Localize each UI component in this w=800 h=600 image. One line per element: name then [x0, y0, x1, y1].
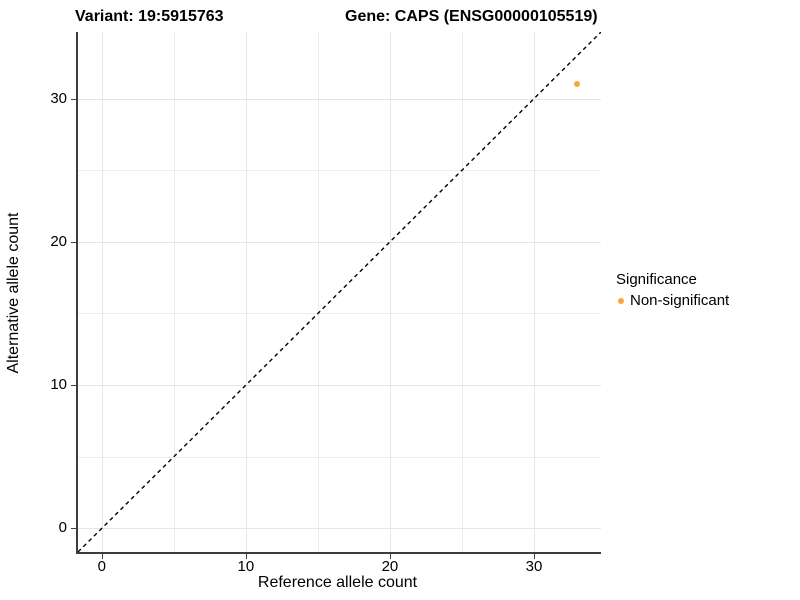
x-axis-tick: [101, 554, 103, 559]
legend: Significance Non-significant: [616, 271, 729, 309]
y-axis-title: Alternative allele count: [5, 212, 22, 374]
y-tick-label: 0: [58, 519, 67, 537]
x-tick-label: 0: [97, 558, 106, 575]
x-axis-tick: [245, 554, 247, 559]
gridline-minor-h: [78, 456, 601, 458]
gridline-major-h: [78, 528, 601, 530]
gridline-major-h: [78, 241, 601, 243]
y-tick-label: 30: [50, 89, 67, 107]
x-axis-title: Reference allele count: [257, 574, 418, 591]
x-axis-tick: [534, 554, 535, 559]
y-tick-label: 10: [50, 376, 67, 394]
gridline-major-v: [101, 32, 103, 552]
variant-title: Variant: 19:5915763: [75, 8, 224, 25]
gridline-minor-h: [78, 313, 601, 315]
x-tick-label: 10: [237, 558, 255, 575]
y-axis-tick: [71, 528, 76, 530]
data-point: [574, 81, 581, 88]
y-axis-tick: [71, 385, 76, 387]
y-tick-label: 20: [50, 232, 67, 250]
gridline-major-v: [389, 32, 391, 552]
y-axis-tick: [71, 98, 76, 100]
gene-title: Gene: CAPS (ENSG00000105519): [345, 8, 598, 25]
x-tick-label: 20: [381, 558, 399, 575]
x-axis-tick: [389, 554, 391, 559]
y-axis-tick: [71, 241, 76, 243]
gridline-major-h: [78, 385, 601, 387]
legend-entry: Non-significant: [616, 292, 729, 309]
x-tick-label: 30: [525, 558, 543, 575]
gridline-major-h: [78, 98, 601, 100]
gridline-minor-h: [78, 170, 601, 172]
legend-entry-label: Non-significant: [630, 292, 730, 309]
gridline-major-v: [534, 32, 535, 552]
gridline-major-v: [245, 32, 247, 552]
gridline-minor-v: [173, 32, 175, 552]
plot-panel: [76, 32, 601, 554]
legend-point-icon: [618, 297, 624, 304]
identity-dashed-line: [78, 32, 601, 552]
legend-title: Significance: [616, 271, 697, 288]
gridline-minor-v: [461, 32, 463, 552]
gridline-minor-v: [317, 32, 319, 552]
